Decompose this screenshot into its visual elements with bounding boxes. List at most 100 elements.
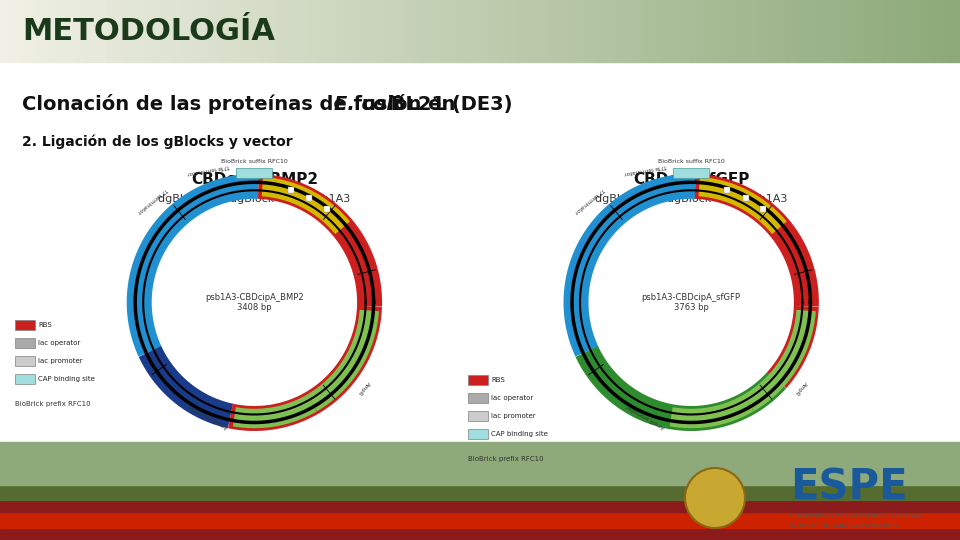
- Bar: [413, 0, 422, 62]
- Bar: [15, 374, 35, 384]
- Bar: [538, 0, 547, 62]
- Bar: [468, 393, 488, 403]
- Bar: [528, 0, 538, 62]
- Bar: [643, 0, 653, 62]
- Bar: [691, 0, 701, 62]
- Text: CBDcip-sfGFP: CBDcip-sfGFP: [633, 172, 750, 187]
- Bar: [317, 0, 326, 62]
- Bar: [202, 0, 211, 62]
- Bar: [576, 0, 586, 62]
- Bar: [29, 0, 38, 62]
- Text: T7Te terminator: T7Te terminator: [187, 163, 231, 176]
- Bar: [221, 0, 230, 62]
- Bar: [77, 0, 86, 62]
- Bar: [0, 0, 10, 62]
- Bar: [442, 0, 451, 62]
- Bar: [682, 0, 691, 62]
- Text: BioBrick prefix RFC10: BioBrick prefix RFC10: [468, 456, 543, 462]
- Bar: [336, 0, 346, 62]
- Bar: [547, 0, 557, 62]
- Bar: [950, 0, 960, 62]
- Bar: [749, 0, 758, 62]
- Bar: [211, 0, 221, 62]
- Bar: [326, 0, 336, 62]
- Bar: [67, 0, 77, 62]
- Text: E. coli: E. coli: [334, 94, 399, 113]
- Bar: [468, 429, 488, 439]
- Bar: [182, 0, 192, 62]
- Circle shape: [685, 468, 745, 528]
- Bar: [86, 0, 96, 62]
- Bar: [0, 500, 960, 512]
- Bar: [432, 0, 442, 62]
- Bar: [306, 195, 312, 201]
- Bar: [874, 0, 883, 62]
- Bar: [374, 0, 384, 62]
- Text: T7 terminator: T7 terminator: [573, 186, 606, 214]
- Bar: [278, 0, 288, 62]
- Text: psb1A3-CBDcipA_BMP2
3408 bp: psb1A3-CBDcipA_BMP2 3408 bp: [205, 293, 303, 312]
- Bar: [58, 0, 67, 62]
- Bar: [835, 0, 845, 62]
- Text: ESPE: ESPE: [790, 467, 907, 509]
- Bar: [787, 0, 797, 62]
- Bar: [96, 0, 106, 62]
- Bar: [403, 0, 413, 62]
- Bar: [163, 0, 173, 62]
- Text: psb1A3-CBDcipA_sfGFP
3763 bp: psb1A3-CBDcipA_sfGFP 3763 bp: [641, 293, 741, 312]
- Bar: [0, 512, 960, 528]
- Bar: [701, 0, 710, 62]
- Bar: [586, 0, 595, 62]
- Bar: [739, 0, 749, 62]
- Bar: [912, 0, 922, 62]
- Bar: [422, 0, 432, 62]
- Text: BioBrick suffix RFC10: BioBrick suffix RFC10: [658, 159, 725, 164]
- Bar: [250, 0, 259, 62]
- Text: AmpR promoter: AmpR promoter: [626, 403, 666, 429]
- Bar: [614, 0, 624, 62]
- Bar: [0, 442, 960, 485]
- Bar: [883, 0, 893, 62]
- Bar: [806, 0, 816, 62]
- Bar: [854, 0, 864, 62]
- Text: INNOVACIÓN PARA LA EXCELENCIA: INNOVACIÓN PARA LA EXCELENCIA: [790, 523, 899, 529]
- Text: T7 terminator: T7 terminator: [136, 186, 169, 214]
- Bar: [566, 0, 576, 62]
- Bar: [470, 0, 480, 62]
- Bar: [125, 0, 134, 62]
- Bar: [230, 0, 240, 62]
- Text: UNIVERSIDAD DE LAS FUERZAS ARMADAS: UNIVERSIDAD DE LAS FUERZAS ARMADAS: [790, 514, 922, 518]
- Text: lac promoter: lac promoter: [38, 358, 83, 364]
- Bar: [778, 0, 787, 62]
- Bar: [144, 0, 154, 62]
- Bar: [768, 0, 778, 62]
- Bar: [931, 0, 941, 62]
- Text: CBDcipA-BMP2: CBDcipA-BMP2: [191, 172, 318, 187]
- Bar: [269, 0, 278, 62]
- Text: 2. Ligación de los gBlocks y vector: 2. Ligación de los gBlocks y vector: [22, 135, 293, 150]
- Bar: [499, 0, 509, 62]
- Bar: [324, 206, 329, 212]
- Bar: [15, 320, 35, 330]
- Bar: [15, 338, 35, 348]
- Text: RBS: RBS: [491, 377, 505, 383]
- Bar: [509, 0, 518, 62]
- Bar: [259, 0, 269, 62]
- Bar: [115, 0, 125, 62]
- Bar: [19, 0, 29, 62]
- Text: lac operator: lac operator: [491, 395, 533, 401]
- Bar: [634, 0, 643, 62]
- Bar: [710, 0, 720, 62]
- Bar: [236, 168, 273, 178]
- Bar: [797, 0, 806, 62]
- Bar: [365, 0, 374, 62]
- Bar: [173, 0, 182, 62]
- Text: CAP binding site: CAP binding site: [491, 431, 548, 437]
- Bar: [0, 485, 960, 500]
- Bar: [480, 0, 490, 62]
- Bar: [826, 0, 835, 62]
- Bar: [468, 411, 488, 421]
- Bar: [845, 0, 854, 62]
- Bar: [461, 0, 470, 62]
- Bar: [346, 0, 355, 62]
